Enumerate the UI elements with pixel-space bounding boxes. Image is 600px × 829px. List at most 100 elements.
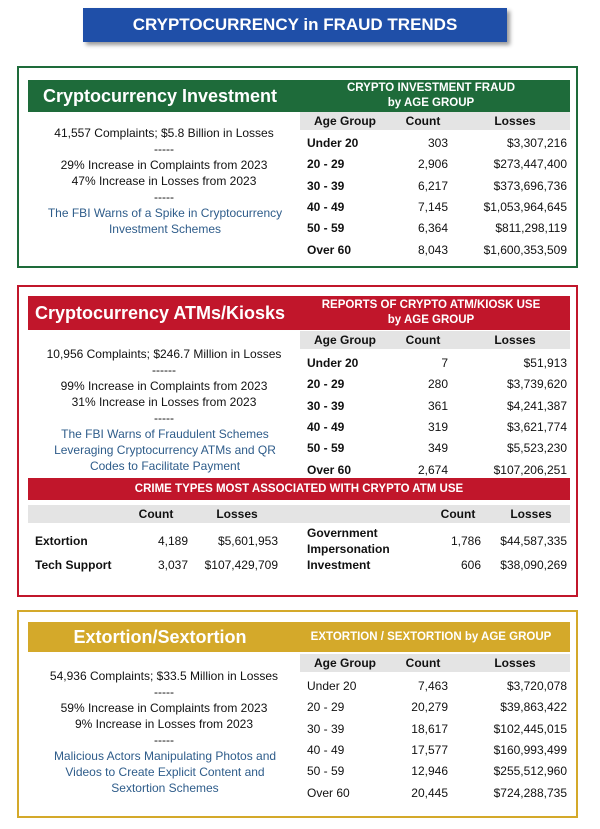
column-header: Age Group [314, 114, 376, 128]
table-title-line: REPORTS OF CRYPTO ATM/KIOSK USE [321, 299, 541, 311]
table-title-line: by AGE GROUP [387, 97, 475, 109]
crime-types-title: CRIME TYPES MOST ASSOCIATED WITH CRYPTO … [28, 478, 570, 500]
age-group: 20 - 29 [307, 377, 345, 392]
count: 2,906 [417, 157, 448, 172]
losses: $1,053,964,645 [483, 199, 567, 214]
count: 20,445 [411, 785, 448, 800]
age-group: 50 - 59 [307, 764, 345, 779]
losses: $38,090,269 [500, 558, 567, 572]
count: 319 [427, 419, 448, 434]
summary-line: ----- [154, 142, 174, 156]
column-header: Losses [494, 333, 536, 347]
losses: $39,863,422 [500, 700, 567, 715]
crime-type: Government Impersonation [307, 526, 390, 556]
losses: $3,720,078 [506, 679, 567, 693]
summary-line: 54,936 Complaints; $33.5 Million in Loss… [49, 669, 279, 683]
count: 7,463 [417, 679, 448, 693]
count: 4,189 [157, 534, 188, 548]
section-border [17, 66, 578, 268]
age-group: 30 - 39 [307, 178, 345, 193]
losses: $3,739,620 [506, 377, 567, 392]
column-header: Count [138, 507, 174, 521]
age-group: 30 - 39 [307, 398, 345, 413]
section-border [17, 285, 578, 597]
age-group: 50 - 59 [307, 441, 345, 456]
losses: $4,241,387 [506, 398, 567, 413]
summary-line: 29% Increase in Complaints from 2023 [60, 158, 268, 172]
losses: $51,913 [523, 356, 567, 370]
age-group: 40 - 49 [307, 742, 345, 757]
column-header: Age Group [314, 333, 376, 347]
table-header-band [300, 654, 570, 672]
age-group: 40 - 49 [307, 199, 345, 214]
summary-line: ----- [154, 190, 174, 204]
losses: $3,621,774 [506, 419, 567, 434]
table-title-line: by AGE GROUP [387, 314, 475, 326]
age-group: Under 20 [307, 356, 359, 370]
losses: $811,298,119 [495, 221, 567, 236]
column-header: Losses [494, 656, 536, 670]
count: 18,617 [411, 721, 448, 736]
summary-line: 31% Increase in Losses from 2023 [71, 395, 257, 409]
section-heading: Extortion/Sextortion [28, 622, 292, 652]
column-header: Count [405, 114, 441, 128]
column-header: Count [405, 333, 441, 347]
count: 7,145 [417, 199, 448, 214]
count: 8,043 [417, 242, 448, 257]
section-heading: Cryptocurrency ATMs/Kiosks [28, 296, 292, 330]
section-heading: Cryptocurrency Investment [28, 80, 292, 112]
losses: $273,447,400 [493, 157, 567, 172]
crime-header-band [28, 505, 570, 523]
losses: $107,429,709 [204, 558, 278, 572]
crime-type: Extortion [35, 534, 88, 548]
summary-line: 9% Increase in Losses from 2023 [74, 717, 254, 731]
summary-line: 59% Increase in Complaints from 2023 [60, 701, 268, 715]
table-header-band [300, 331, 570, 349]
summary-line: ----- [154, 411, 174, 425]
column-header: Losses [216, 507, 258, 521]
summary-line: ------ [152, 363, 176, 377]
summary-line: ----- [154, 733, 174, 747]
age-group: Over 60 [307, 242, 352, 257]
age-group: 20 - 29 [307, 157, 345, 172]
losses: $5,523,230 [506, 441, 567, 456]
losses: $373,696,736 [493, 178, 567, 193]
summary-line: 47% Increase in Losses from 2023 [71, 174, 257, 188]
count: 606 [460, 558, 481, 572]
losses: $5,601,953 [217, 534, 278, 548]
table-title: REPORTS OF CRYPTO ATM/KIOSK USE by AGE GR… [292, 296, 570, 330]
count: 280 [427, 377, 448, 392]
table-title: EXTORTION / SEXTORTION by AGE GROUP [292, 622, 570, 652]
summary-line: 99% Increase in Complaints from 2023 [60, 379, 268, 393]
column-header: Count [405, 656, 441, 670]
age-group: Under 20 [307, 679, 357, 693]
losses: $3,307,216 [506, 136, 567, 150]
table-title-line: CRYPTO INVESTMENT FRAUD [346, 82, 516, 94]
count: 2,674 [417, 462, 448, 477]
count: 303 [427, 136, 448, 150]
count: 6,217 [417, 178, 448, 193]
section-border [17, 610, 578, 818]
note: Malicious Actors Manipulating Photos and… [53, 749, 277, 795]
count: 6,364 [417, 221, 448, 236]
age-group: Under 20 [307, 136, 359, 150]
summary-line: 10,956 Complaints; $246.7 Million in Los… [46, 347, 282, 361]
losses: $160,993,499 [493, 742, 567, 757]
crime-type: Tech Support [35, 558, 112, 572]
column-header: Losses [494, 114, 536, 128]
count: 349 [427, 441, 448, 456]
count: 7 [441, 356, 448, 370]
column-header: Count [440, 507, 476, 521]
table-header-band [300, 112, 570, 130]
count: 17,577 [411, 742, 448, 757]
losses: $255,512,960 [493, 764, 567, 779]
table-title: CRYPTO INVESTMENT FRAUD by AGE GROUP [292, 80, 570, 112]
count: 361 [427, 398, 448, 413]
losses: $724,288,735 [493, 785, 567, 800]
count: 3,037 [157, 558, 188, 572]
table-title-line: EXTORTION / SEXTORTION by AGE GROUP [310, 630, 552, 643]
summary-line: 41,557 Complaints; $5.8 Billion in Losse… [54, 126, 274, 140]
